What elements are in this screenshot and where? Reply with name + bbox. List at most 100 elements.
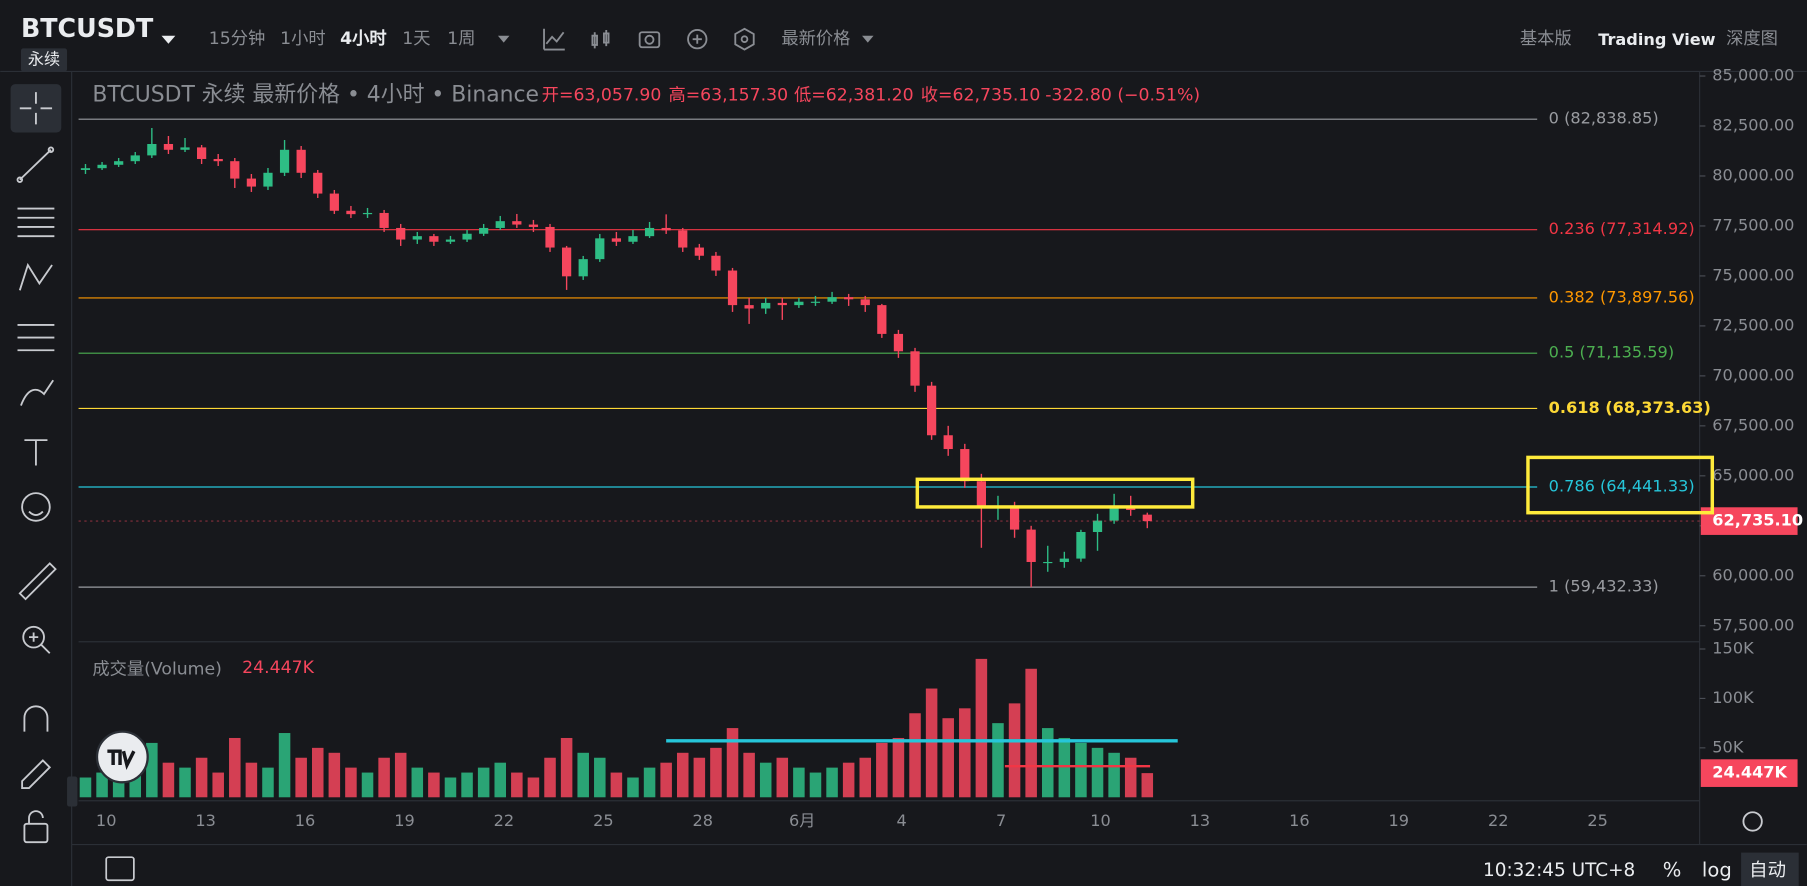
volume-bar: [909, 713, 921, 798]
candle-body: [362, 212, 373, 215]
interval[interactable]: 1小时: [280, 29, 326, 49]
candle-body: [445, 239, 456, 242]
volume-bar: [477, 767, 490, 798]
price-type[interactable]: 最新价格: [781, 29, 850, 49]
interval-active[interactable]: 4小时: [340, 29, 387, 49]
volume-bar: [826, 767, 838, 798]
volume-tag: [1700, 759, 1798, 787]
fib-label: 0.382 (73,897.56): [1549, 287, 1695, 306]
volume-bar: [1108, 752, 1120, 798]
candle-body: [893, 333, 904, 352]
volume-bar: [544, 757, 556, 798]
candle-body: [163, 143, 174, 150]
y-tick-label: 67,500.00: [1712, 415, 1794, 434]
volume-bar: [577, 752, 589, 798]
candle-body: [479, 227, 489, 234]
log-toggle[interactable]: log: [1702, 859, 1732, 882]
volume-bar: [1041, 728, 1054, 798]
volume-bar: [129, 769, 142, 798]
contract-badge: [20, 48, 68, 72]
candle-body: [512, 221, 522, 225]
highlight-box: [1526, 455, 1715, 515]
auto-toggle-bg: [1741, 852, 1799, 886]
toolbar-icons[interactable]: [543, 27, 755, 51]
candle-body: [429, 236, 439, 242]
interval-dropdown[interactable]: [497, 35, 510, 43]
x-tick-label: 6月: [789, 811, 815, 830]
candle-body: [346, 210, 356, 215]
last-price-label: 62,735.10: [1712, 511, 1803, 530]
candle-body: [744, 305, 754, 309]
volume-bar: [428, 772, 440, 798]
y-tick-label: 72,500.00: [1712, 315, 1794, 334]
ohlc-change: -322.80 (−0.51%): [1045, 86, 1200, 106]
collapse-button[interactable]: [67, 776, 78, 807]
view-tab[interactable]: 基本版: [1520, 29, 1572, 49]
volume-bar: [643, 767, 656, 798]
settings-icon[interactable]: [1742, 811, 1763, 832]
tv-logo-mark: [107, 749, 136, 770]
volume-bar: [876, 742, 888, 798]
clock: 10:32:45 UTC+8: [1483, 860, 1635, 881]
percent-toggle[interactable]: %: [1663, 859, 1682, 882]
x-tick-label: 7: [996, 811, 1006, 830]
candle-body: [1043, 561, 1053, 564]
highlight-box: [915, 477, 1195, 509]
candle-body: [611, 238, 621, 242]
calendar-icon[interactable]: [105, 856, 135, 882]
x-tick-label: 19: [394, 811, 415, 830]
candle-body: [761, 302, 771, 309]
volume-bar: [361, 772, 374, 798]
candle-body: [678, 230, 688, 248]
volume-bar: [179, 767, 191, 798]
y-tick-label: 82,500.00: [1712, 116, 1794, 135]
ohlc-label: 开=63,057.90: [542, 86, 662, 106]
candle-body: [329, 193, 339, 211]
y-tick-label: 100K: [1712, 688, 1754, 707]
volume-bar: [295, 757, 307, 798]
volume-bar: [925, 688, 938, 798]
tv-logo[interactable]: [95, 730, 149, 784]
y-tick-label: 70,000.00: [1712, 365, 1794, 384]
y-tick-label: 85,000.00: [1712, 66, 1794, 85]
volume-title: 成交量(Volume): [92, 659, 221, 679]
candle-body: [197, 147, 207, 159]
interval[interactable]: 15分钟: [209, 29, 266, 49]
volume-bar: [394, 752, 407, 798]
volume-bar: [245, 762, 258, 798]
interval[interactable]: 1周: [447, 29, 475, 49]
candle-body: [97, 164, 107, 169]
interval[interactable]: 1天: [402, 29, 430, 49]
volume-bar: [328, 752, 341, 798]
candle-body: [727, 270, 738, 306]
candle-body: [379, 212, 389, 228]
volume-bar: [759, 762, 772, 798]
x-tick-label: 10: [96, 811, 117, 830]
candle-body: [396, 227, 406, 240]
fib-label: 0 (82,838.85): [1549, 109, 1659, 128]
volume-bar: [942, 718, 954, 798]
volume-bar: [1091, 747, 1104, 798]
candle-body: [976, 481, 986, 507]
candle-body: [827, 297, 837, 302]
view-tab-active[interactable]: Trading View: [1598, 30, 1715, 49]
volume-bar: [892, 737, 905, 798]
auto-toggle[interactable]: 自动: [1749, 860, 1786, 881]
candle-body: [528, 224, 539, 227]
symbol-dropdown[interactable]: [161, 35, 176, 44]
volume-bar: [660, 762, 672, 798]
view-tab[interactable]: 深度图: [1726, 29, 1778, 49]
x-tick-label: 13: [195, 811, 216, 830]
volume-bar: [96, 772, 108, 798]
volume-bar: [809, 772, 822, 798]
x-tick-label: 19: [1389, 811, 1410, 830]
volume-bar: [594, 757, 606, 798]
volume-bar: [494, 762, 507, 798]
candle-body: [960, 449, 970, 482]
volume-bar: [793, 767, 805, 798]
candle-body: [794, 301, 804, 306]
symbol[interactable]: BTCUSDT: [21, 13, 154, 43]
drawing-tools[interactable]: [16, 92, 57, 844]
price-type-dropdown[interactable]: [862, 35, 874, 43]
